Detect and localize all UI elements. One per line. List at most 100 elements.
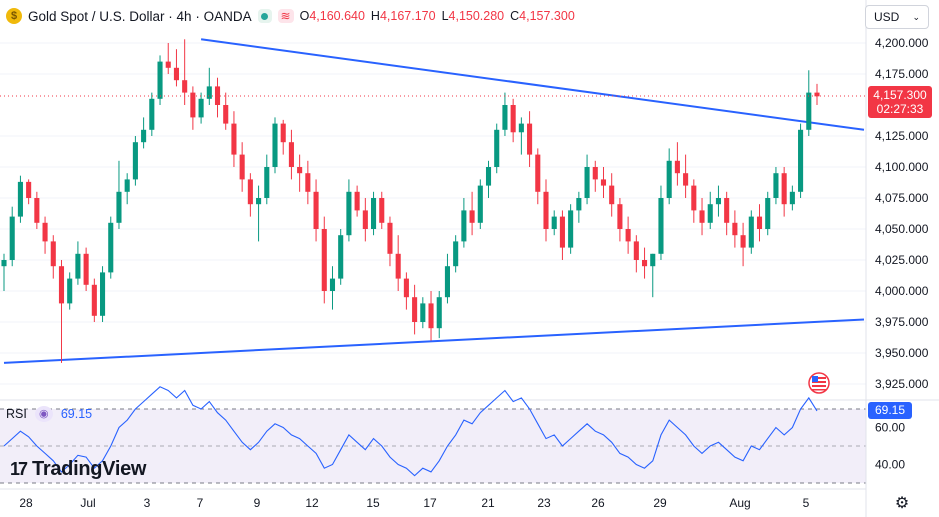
candle-body — [814, 92, 820, 97]
candle-body — [231, 123, 237, 155]
symbol-legend[interactable]: $ Gold Spot / U.S. Dollar · 4h · OANDA ≋… — [6, 6, 575, 26]
time-axis-label: 23 — [537, 496, 551, 510]
close-value: 4,157.300 — [519, 9, 575, 23]
candle-body — [510, 105, 516, 133]
candle-body — [412, 297, 418, 322]
trendline — [3, 318, 865, 364]
candle-body — [354, 191, 360, 211]
price-axis-label: 4,075.000 — [875, 191, 929, 205]
candle-body — [518, 123, 524, 133]
candle-body — [214, 86, 221, 105]
time-axis-label: 26 — [591, 496, 605, 510]
market-open-icon[interactable] — [257, 9, 272, 23]
candle-body — [773, 173, 779, 198]
candle-body — [444, 266, 451, 298]
time-axis-label: 12 — [305, 496, 319, 510]
candle-body — [280, 123, 286, 143]
price-axis-label: 3,975.000 — [875, 315, 929, 329]
candle-body — [297, 167, 303, 174]
candle-body — [362, 210, 368, 229]
low-value: 4,150.280 — [448, 9, 505, 23]
candle-body — [477, 185, 483, 223]
candle-body — [765, 198, 771, 229]
tradingview-logo[interactable]: 17 TradingView — [10, 458, 146, 480]
candle-body — [617, 204, 623, 229]
currency-select[interactable]: USD ⌄ — [865, 5, 929, 29]
candle-body — [149, 98, 155, 130]
candle-body — [26, 181, 32, 198]
candle-body — [789, 191, 795, 205]
us-flag-icon[interactable] — [808, 372, 830, 394]
candle-body — [485, 167, 492, 186]
candle-body — [182, 80, 188, 93]
candle-body — [584, 167, 590, 198]
candle-body — [699, 210, 705, 223]
rsi-line — [3, 386, 818, 477]
time-axis-label: Jul — [80, 496, 95, 510]
candle-body — [17, 181, 23, 217]
candle-body — [91, 284, 97, 316]
close-key: C — [510, 9, 520, 23]
indicator-icon[interactable]: ◉ — [34, 406, 53, 422]
price-axis[interactable]: 4,200.000 4,175.000 4,125.000 4,100.000 4,07… — [875, 36, 929, 391]
chevron-down-icon: ⌄ — [912, 11, 920, 22]
data-wave-icon[interactable]: ≋ — [277, 9, 294, 23]
candle-body — [502, 105, 508, 130]
symbol-title[interactable]: Gold Spot / U.S. Dollar · 4h · OANDA — [28, 8, 252, 24]
last-price-value: 4,157.300 — [873, 88, 927, 102]
candle-body — [34, 198, 40, 223]
rsi-value-tag: 69.15 — [868, 402, 912, 419]
candle-body — [732, 222, 738, 236]
candle-body — [321, 229, 327, 291]
open-value: 4,160.640 — [309, 9, 365, 23]
rsi-legend-value: 69.15 — [60, 407, 93, 421]
price-axis-label: 3,925.000 — [875, 377, 929, 391]
candle-body — [691, 185, 697, 211]
candle-body — [781, 173, 787, 205]
candle-body — [83, 253, 89, 285]
candle-body — [461, 210, 467, 242]
price-axis-label: 4,125.000 — [875, 129, 929, 143]
price-axis-label: 3,950.000 — [875, 346, 929, 360]
dollar-coin-icon: $ — [6, 8, 22, 24]
bar-countdown: 02:27:33 — [876, 102, 924, 116]
candle-body — [453, 241, 459, 267]
gear-icon[interactable]: ⚙ — [894, 495, 910, 512]
candle-body — [99, 272, 106, 316]
candle-body — [264, 167, 270, 198]
time-axis-label: 7 — [197, 496, 204, 510]
high-value: 4,167.170 — [379, 9, 436, 23]
candle-body — [641, 260, 648, 267]
candle-body — [116, 191, 122, 223]
candle-body — [124, 179, 130, 192]
high-key: H — [370, 9, 380, 23]
candle-body — [748, 216, 754, 248]
candle-body — [420, 303, 426, 322]
candle-body — [206, 86, 212, 99]
candle-body — [724, 198, 730, 223]
trendline — [200, 38, 865, 131]
time-axis-label: 5 — [803, 496, 810, 510]
rsi-axis[interactable]: 60.00 40.00 — [875, 421, 905, 472]
rsi-axis-label: 40.00 — [875, 458, 905, 472]
candle-body — [313, 191, 319, 229]
rsi-label[interactable]: RSI — [6, 407, 27, 421]
candle-body — [806, 92, 812, 130]
time-axis-label: 21 — [481, 496, 495, 510]
candle-body — [600, 179, 607, 186]
open-key: O — [299, 9, 310, 23]
time-axis[interactable]: 28 Jul 3 7 9 12 15 17 21 23 26 29 Aug 5 — [19, 496, 809, 510]
candle-body — [527, 123, 533, 155]
candle-body — [395, 253, 401, 279]
candle-body — [551, 216, 557, 229]
candle-body — [740, 235, 746, 248]
candle-body — [132, 142, 138, 180]
time-axis-label: 28 — [19, 496, 33, 510]
time-axis-label: 15 — [366, 496, 380, 510]
rsi-axis-label: 60.00 — [875, 421, 905, 435]
rsi-legend[interactable]: RSI ◉ 69.15 — [6, 405, 92, 423]
candle-body — [568, 210, 574, 248]
candle-body — [625, 229, 631, 242]
